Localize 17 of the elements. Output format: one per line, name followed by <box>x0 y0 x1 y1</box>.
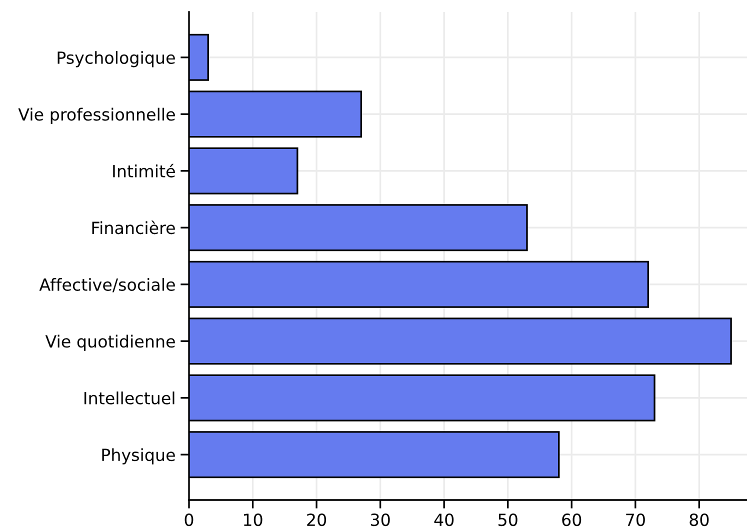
y-tick-label: Financière <box>92 220 175 234</box>
x-tick-label: 40 <box>434 513 454 526</box>
x-tick-label: 10 <box>244 513 262 526</box>
x-tick-label: 30 <box>370 513 390 526</box>
x-tick-label: 20 <box>307 513 326 526</box>
y-tick-label: Psychologique <box>58 51 175 68</box>
y-tick-label: Intellectuel <box>84 392 174 404</box>
x-tick-label: 80 <box>690 513 709 526</box>
x-tick-label: 70 <box>626 513 645 526</box>
y-tick-label: Affective/sociale <box>39 278 175 292</box>
y-tick-label: Vie quotidienne <box>45 334 175 351</box>
x-tick-label: 60 <box>562 513 582 526</box>
x-tick-label: 50 <box>498 513 518 526</box>
y-tick-label: Vie professionnelle <box>18 108 175 124</box>
x-tick-label: 0 <box>184 513 194 526</box>
y-tick-label: Physique <box>102 448 175 464</box>
y-tick-label: Intimité <box>113 164 175 178</box>
